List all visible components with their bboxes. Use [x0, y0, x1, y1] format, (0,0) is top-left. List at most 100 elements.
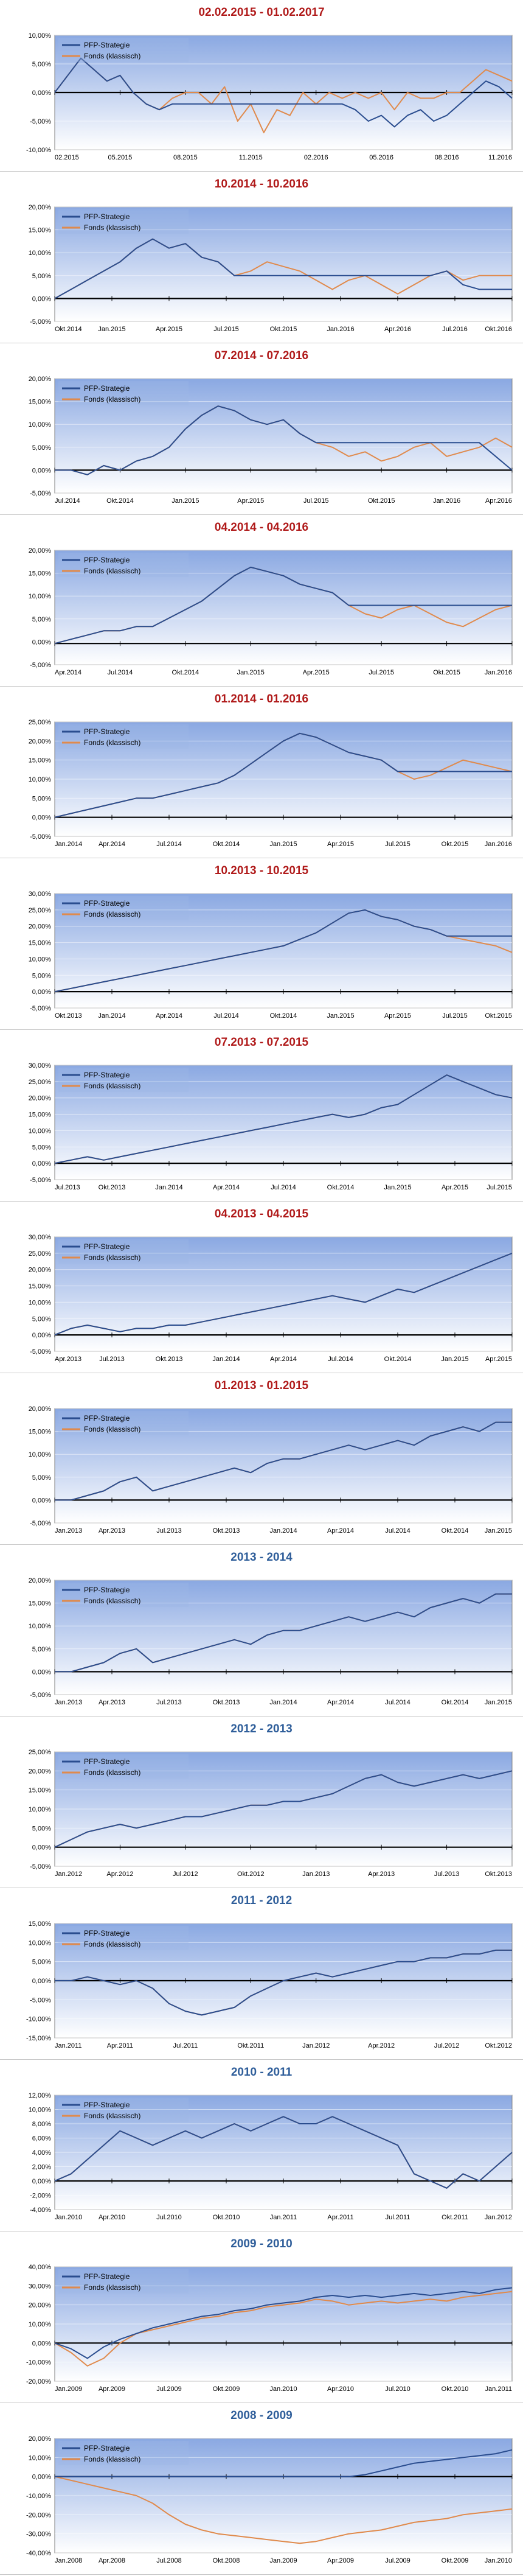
x-tick-label: Okt.2014 [442, 1699, 469, 1706]
legend-label-pfp: PFP-Strategie [84, 41, 130, 49]
chart-svg: 2012 - 2013 25,00% 20,00% 15,00% 10,00% 5,00%… [29, 1723, 513, 1878]
y-tick-label: 20,00% [29, 2302, 52, 2309]
x-tick-label: Apr.2013 [99, 1527, 125, 1535]
legend-label-fund: Fonds (klassisch) [84, 52, 140, 60]
x-tick-label: Okt.2013 [213, 1699, 240, 1706]
chart-title: 10.2014 - 10.2016 [215, 178, 308, 191]
chart-svg: 02.02.2015 - 01.02.2017 10,00% 5,00% 0,00% -… [26, 6, 513, 161]
x-tick-label: Jan.2014 [98, 1012, 125, 1020]
y-tick-label: 25,00% [29, 907, 52, 914]
y-tick-label: -5,00% [30, 118, 51, 125]
y-tick-label: -5,00% [30, 1348, 51, 1356]
x-tick-label: Apr.2015 [303, 669, 330, 676]
x-tick-label: Okt.2014 [213, 841, 240, 848]
chart-panel: 2009 - 2010 40,00% 30,00% 20,00% 10,00% 0,00%… [0, 2231, 523, 2403]
x-tick-label: Jan.2012 [302, 2042, 330, 2049]
y-tick-label: 15,00% [29, 1920, 52, 1928]
legend-box [58, 38, 189, 62]
y-tick-label: 10,00% [29, 593, 52, 600]
y-tick-label: 20,00% [29, 376, 52, 383]
x-tick-label: Jul.2008 [156, 2557, 182, 2564]
x-tick-label: Jan.2015 [171, 497, 199, 505]
legend-label-pfp: PFP-Strategie [84, 899, 130, 908]
x-tick-label: Apr.2013 [55, 1356, 81, 1363]
legend-label-fund: Fonds (klassisch) [84, 2283, 140, 2292]
chart-title: 07.2013 - 07.2015 [215, 1036, 309, 1049]
y-tick-label: 10,00% [29, 1623, 52, 1630]
y-tick-label: 20,00% [29, 204, 52, 211]
y-tick-label: 0,00% [32, 2474, 51, 2481]
legend-box [58, 553, 189, 577]
chart-panel: 2008 - 2009 20,00% 10,00% 0,00% -10,00% -20,0… [0, 2403, 523, 2575]
legend-label-pfp: PFP-Strategie [84, 2272, 130, 2281]
x-tick-label: Okt.2015 [270, 326, 297, 333]
y-tick-label: 0,00% [32, 2340, 51, 2347]
chart-panel: 2010 - 2011 12,00% 10,00% 8,00% 6,00% 4,00% 2,… [0, 2060, 523, 2231]
x-tick-label: Jan.2010 [485, 2557, 512, 2564]
x-tick-label: Jan.2013 [55, 1527, 82, 1535]
legend-box [58, 1926, 189, 1950]
legend-label-fund: Fonds (klassisch) [84, 1425, 140, 1433]
chart-panel: 2013 - 2014 20,00% 15,00% 10,00% 5,00% 0,00% -… [0, 1545, 523, 1717]
x-tick-label: Jan.2016 [433, 497, 460, 505]
x-tick-label: Okt.2010 [213, 2214, 240, 2221]
y-tick-label: 0,00% [32, 1978, 51, 1985]
y-tick-label: 0,00% [32, 1844, 51, 1852]
chart-title: 07.2014 - 07.2016 [215, 349, 308, 362]
x-tick-label: 02.2016 [304, 154, 328, 161]
y-tick-label: 15,00% [29, 1787, 52, 1794]
legend-label-fund: Fonds (klassisch) [84, 2112, 140, 2120]
legend-box [58, 2441, 189, 2465]
y-tick-label: 30,00% [29, 891, 52, 898]
x-tick-label: Jul.2015 [385, 841, 410, 848]
x-tick-label: Jan.2014 [269, 1699, 297, 1706]
x-tick-label: Jan.2014 [155, 1184, 182, 1191]
x-tick-label: Jan.2010 [55, 2214, 82, 2221]
y-tick-label: 10,00% [29, 2107, 52, 2114]
x-tick-label: Jan.2016 [485, 669, 512, 676]
y-tick-label: 5,00% [32, 1144, 51, 1151]
series-line-pfp [54, 2287, 513, 2359]
x-tick-label: Okt.2014 [172, 669, 199, 676]
x-tick-label: Jul.2014 [328, 1356, 353, 1363]
y-tick-label: 15,00% [29, 757, 52, 765]
y-tick-label: 10,00% [29, 956, 52, 963]
x-tick-label: Jan.2010 [269, 2385, 297, 2393]
y-tick-label: 8,00% [32, 2121, 51, 2128]
x-tick-label: Jul.2014 [156, 841, 182, 848]
x-tick-label: Jul.2013 [156, 1699, 182, 1706]
y-tick-label: 20,00% [29, 547, 52, 555]
y-tick-label: -40,00% [26, 2550, 51, 2557]
x-tick-label: Jul.2015 [213, 326, 239, 333]
y-tick-label: 20,00% [29, 1267, 52, 1274]
x-tick-label: Apr.2012 [106, 1871, 133, 1878]
legend-label-pfp: PFP-Strategie [84, 556, 130, 564]
x-tick-label: Okt.2015 [442, 841, 469, 848]
legend-label-fund: Fonds (klassisch) [84, 1597, 140, 1605]
plot-area [54, 550, 513, 665]
y-tick-label: 10,00% [29, 1451, 52, 1458]
y-tick-label: -10,00% [26, 147, 51, 154]
plot-area [54, 1580, 513, 1695]
x-tick-label: Jan.2008 [55, 2557, 82, 2564]
y-tick-label: -5,00% [30, 1520, 51, 1527]
y-tick-label: 20,00% [29, 738, 52, 745]
y-tick-label: -10,00% [26, 2016, 51, 2023]
chart-title: 04.2014 - 04.2016 [215, 521, 308, 534]
x-tick-label: Jul.2014 [271, 1184, 296, 1191]
legend-box [58, 2269, 189, 2294]
x-tick-label: Okt.2011 [237, 2042, 264, 2049]
chart-panel: 2011 - 2012 15,00% 10,00% 5,00% 0,00% -5,00% -… [0, 1888, 523, 2060]
y-tick-label: 5,00% [32, 1315, 51, 1323]
y-tick-label: 15,00% [29, 1111, 52, 1119]
x-tick-label: Jul.2015 [442, 1012, 468, 1020]
plot-area [54, 206, 513, 322]
y-tick-label: 20,00% [29, 1577, 52, 1584]
chart-svg: 01.2014 - 01.2016 25,00% 20,00% 15,00% 10,00… [29, 693, 513, 848]
y-tick-label: -5,00% [30, 490, 51, 497]
chart-title: 01.2014 - 01.2016 [215, 693, 308, 705]
y-tick-label: 20,00% [29, 1405, 52, 1413]
x-tick-label: Jul.2013 [55, 1184, 80, 1191]
legend-label-fund: Fonds (klassisch) [84, 2455, 140, 2463]
y-tick-label: 5,00% [32, 1825, 51, 1832]
